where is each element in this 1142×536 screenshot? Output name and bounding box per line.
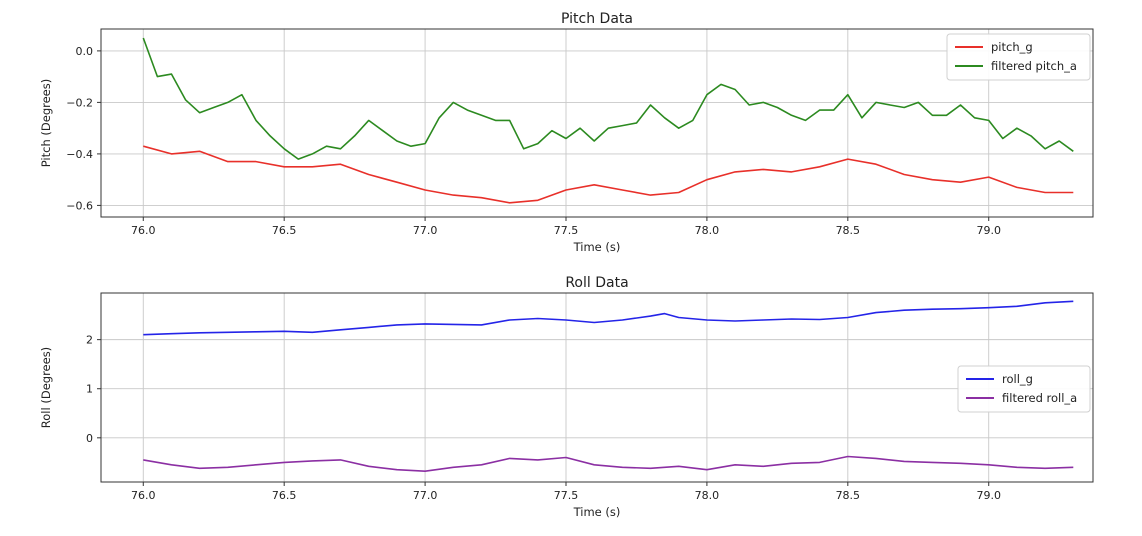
x-tick-label: 77.5 bbox=[554, 489, 579, 502]
series-line-filtered-roll-a bbox=[143, 455, 1074, 473]
x-axis-label: Time (s) bbox=[573, 505, 621, 519]
chart-panel-2: 76.0 76.5 77.0 77.5 78.0 78.5 79.0 2 1 0 Roll Data… bbox=[39, 275, 1094, 519]
axes-frame bbox=[100, 292, 1094, 483]
legend-label: filtered roll_a bbox=[1002, 391, 1077, 405]
plot-area bbox=[101, 293, 1093, 482]
x-tick-label: 76.5 bbox=[272, 489, 297, 502]
y-tick-label: −0.6 bbox=[66, 199, 93, 212]
legend-label: pitch_g bbox=[991, 40, 1033, 54]
x-tick-label: 78.0 bbox=[695, 224, 720, 237]
x-tick-label: 79.0 bbox=[976, 224, 1001, 237]
x-tick-label: 78.5 bbox=[836, 224, 861, 237]
legend-label: filtered pitch_a bbox=[991, 59, 1077, 73]
y-tick-label: −0.2 bbox=[66, 96, 93, 109]
series-line-filtered-pitch-a bbox=[142, 37, 1074, 160]
x-tick-label: 76.0 bbox=[131, 224, 156, 237]
series-line-roll-g bbox=[143, 300, 1074, 336]
x-tick-label: 76.0 bbox=[131, 489, 156, 502]
y-tick-label: 0 bbox=[86, 432, 93, 445]
legend-box bbox=[957, 365, 1091, 413]
x-tick-label: 77.0 bbox=[413, 224, 438, 237]
x-tick-label: 77.5 bbox=[554, 224, 579, 237]
x-tick-label: 78.5 bbox=[836, 489, 861, 502]
x-tick-label: 76.5 bbox=[272, 224, 297, 237]
y-tick-label: 1 bbox=[86, 383, 93, 396]
chart-title: Pitch Data bbox=[561, 11, 633, 27]
legend-label: roll_g bbox=[1002, 372, 1033, 386]
y-tick-label: −0.4 bbox=[66, 148, 93, 161]
chart-panel-1: 76.0 76.5 77.0 77.5 78.0 78.5 79.0 0.0 −0.2 −0.4 −… bbox=[39, 11, 1094, 254]
x-tick-label: 77.0 bbox=[413, 489, 438, 502]
x-tick-label: 79.0 bbox=[976, 489, 1001, 502]
legend-box bbox=[946, 33, 1091, 81]
series-line-pitch-g bbox=[143, 145, 1074, 204]
y-tick-label: 2 bbox=[86, 334, 93, 347]
x-tick-label: 78.0 bbox=[695, 489, 720, 502]
y-axis-label: Pitch (Degrees) bbox=[39, 79, 53, 167]
axes-frame bbox=[100, 28, 1094, 218]
x-axis-label: Time (s) bbox=[573, 240, 621, 254]
y-axis-label: Roll (Degrees) bbox=[39, 347, 53, 428]
plot-area bbox=[101, 29, 1093, 217]
chart-title: Roll Data bbox=[565, 275, 628, 291]
y-tick-label: 0.0 bbox=[76, 45, 94, 58]
